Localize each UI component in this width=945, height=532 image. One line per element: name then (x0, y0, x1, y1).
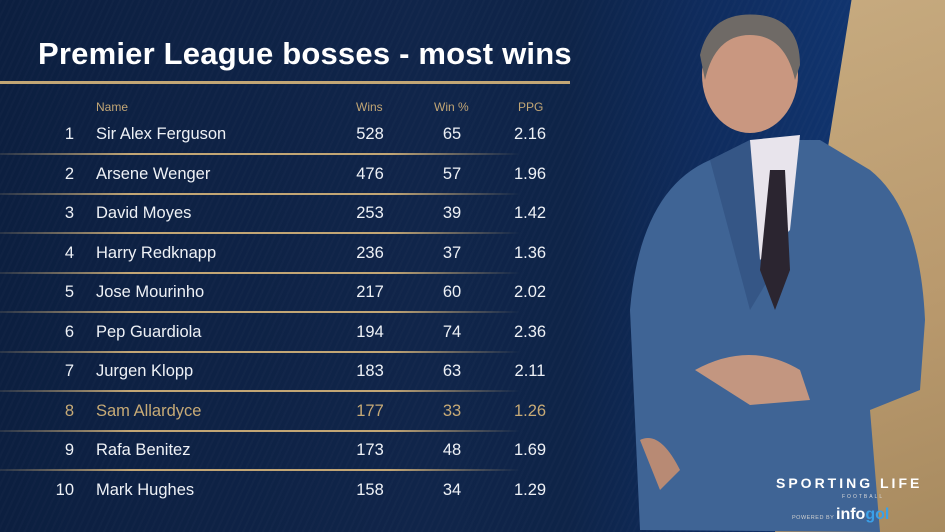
rank-cell: 6 (64, 322, 74, 341)
win-pct-cell: 33 (442, 401, 462, 420)
rank-cell: 8 (64, 401, 74, 420)
ppg-cell: 1.69 (513, 441, 547, 459)
rank-cell: 9 (64, 441, 74, 459)
ppg-cell: 1.26 (513, 401, 547, 420)
table-row: 9 Rafa Benitez 173 48 1.69 (0, 431, 546, 470)
name-cell: Rafa Benitez (96, 441, 191, 459)
win-pct-cell: 34 (442, 480, 462, 499)
row-divider (0, 311, 520, 313)
name-cell: Sam Allardyce (96, 401, 202, 420)
manager-photo (630, 14, 925, 532)
logo-subtitle: FOOTBALL (842, 494, 885, 500)
table-row: 6 Pep Guardiola 194 74 2.36 (0, 313, 546, 352)
wins-cell: 236 (356, 243, 384, 262)
table-row: 5 Jose Mourinho 217 60 2.02 (0, 273, 546, 312)
table-row: 4 Harry Redknapp 236 37 1.36 (0, 234, 546, 273)
table-row: 3 David Moyes 253 39 1.42 (0, 194, 546, 233)
rank-cell: 7 (64, 362, 74, 380)
table-row: 1 Sir Alex Ferguson 528 65 2.16 (0, 115, 546, 154)
ppg-cell: 1.29 (513, 480, 547, 499)
win-pct-cell: 48 (442, 441, 462, 459)
table-row: 7 Jurgen Klopp 183 63 2.11 (0, 352, 546, 391)
wins-cell: 217 (356, 283, 384, 301)
powered-by-label: POWERED BY (792, 515, 835, 521)
win-pct-cell: 57 (442, 164, 462, 183)
row-divider (0, 390, 520, 392)
win-pct-cell: 37 (442, 243, 462, 262)
rank-cell: 3 (64, 204, 74, 222)
sporting-life-logo: SPORTING LIFE (776, 475, 923, 491)
ppg-cell: 1.36 (513, 243, 547, 262)
wins-cell: 528 (356, 125, 384, 143)
rank-cell: 4 (64, 243, 74, 262)
name-cell: Mark Hughes (96, 480, 195, 499)
wins-cell: 183 (356, 362, 384, 380)
win-pct-cell: 39 (442, 204, 462, 222)
infogol-logo: infogol (836, 506, 890, 523)
win-pct-cell: 60 (442, 283, 462, 301)
row-divider (0, 350, 520, 353)
name-cell: David Moyes (96, 204, 192, 222)
name-cell: Jurgen Klopp (96, 362, 194, 380)
rank-cell: 5 (64, 283, 74, 301)
ppg-cell: 1.96 (513, 164, 547, 183)
win-pct-cell: 65 (442, 125, 462, 143)
row-divider (0, 469, 520, 471)
row-divider (0, 271, 520, 274)
ppg-cell: 2.11 (514, 362, 546, 380)
wins-cell: 158 (356, 480, 384, 499)
wins-cell: 177 (356, 401, 384, 420)
header-name: Name (96, 100, 129, 114)
ppg-cell: 2.16 (513, 125, 547, 143)
wins-cell: 173 (356, 441, 384, 459)
wins-cell: 253 (356, 204, 384, 222)
wins-cell: 194 (356, 322, 384, 341)
table-row: 10 Mark Hughes 158 34 1.29 (0, 471, 546, 510)
name-cell: Jose Mourinho (96, 283, 205, 301)
wins-cell: 476 (356, 164, 384, 183)
rank-cell: 2 (64, 164, 74, 183)
rank-cell: 10 (55, 480, 74, 499)
page-title: Premier League bosses - most wins (38, 36, 572, 71)
name-cell: Harry Redknapp (96, 243, 217, 262)
header-wins: Wins (356, 100, 383, 114)
ppg-cell: 1.42 (513, 204, 547, 222)
name-cell: Arsene Wenger (96, 164, 211, 183)
header-ppg: PPG (518, 100, 544, 114)
row-divider (0, 192, 520, 195)
win-pct-cell: 63 (442, 362, 462, 380)
row-divider (0, 429, 520, 432)
table-row: 8 Sam Allardyce 177 33 1.26 (0, 392, 546, 431)
name-cell: Sir Alex Ferguson (96, 125, 227, 143)
row-divider (0, 232, 520, 234)
ppg-cell: 2.02 (513, 283, 547, 301)
header-win-pct: Win % (434, 100, 469, 114)
row-divider (0, 153, 520, 155)
name-cell: Pep Guardiola (96, 322, 202, 341)
table-row: 2 Arsene Wenger 476 57 1.96 (0, 155, 546, 194)
rank-cell: 1 (64, 125, 74, 143)
ppg-cell: 2.36 (513, 322, 547, 341)
title-divider (0, 81, 570, 84)
win-pct-cell: 74 (442, 322, 462, 341)
